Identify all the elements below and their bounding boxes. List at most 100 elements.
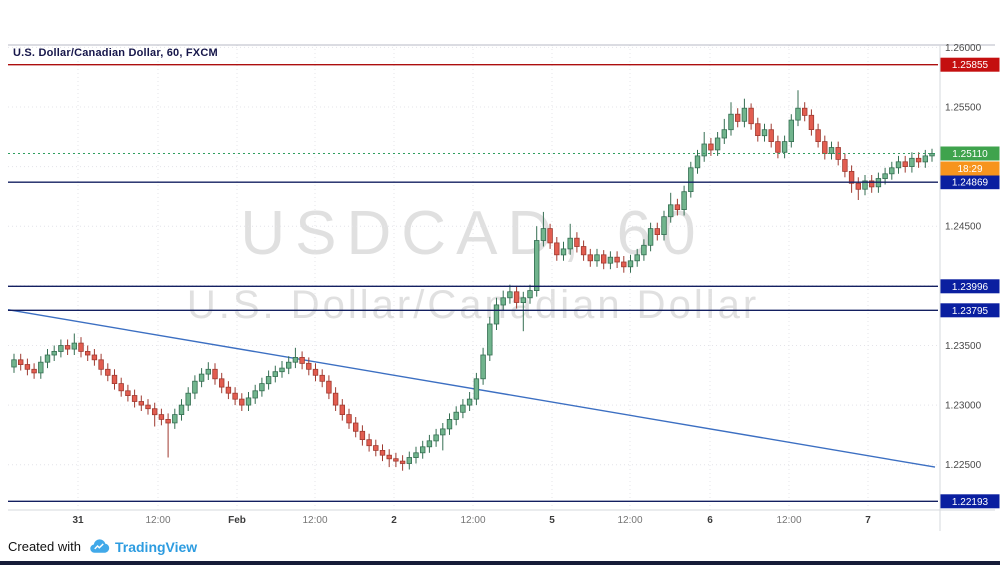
candle-body (105, 368, 111, 376)
candle-body (922, 155, 928, 163)
candle-body (172, 414, 178, 424)
candle-body (580, 246, 587, 256)
candle-body (567, 237, 573, 250)
price-chart[interactable]: 1.26000 1.25500 1.24500 1.23500 1.23000 1.225… (0, 0, 1000, 535)
candle-body (688, 167, 694, 193)
candle-body (386, 454, 392, 460)
price-badge-1.23996 (940, 279, 1000, 294)
candle-body (574, 237, 580, 247)
current-price-badge-text: 1.25110 (952, 149, 988, 160)
candle-body (735, 113, 741, 122)
candle-body (909, 157, 915, 168)
candle-body (352, 422, 359, 432)
candle-body (882, 173, 888, 180)
candle-body (312, 368, 319, 376)
candle-body (78, 342, 84, 352)
candle-body (547, 228, 553, 244)
candle-body (540, 228, 547, 241)
time-tick-label: 31 (72, 515, 84, 526)
time-tick-label: 12:00 (776, 515, 801, 526)
price-tick-label: 1.22500 (945, 460, 982, 471)
candle-body (419, 446, 426, 454)
candle-body (607, 256, 614, 264)
candle-body (466, 398, 473, 406)
price-badge-1.24869-text: 1.24869 (952, 178, 989, 189)
candle-body (192, 380, 198, 394)
candle-body (285, 361, 292, 369)
candle-body (279, 367, 285, 373)
candle-body (647, 228, 654, 246)
candle-body (218, 378, 225, 388)
candle-body (225, 386, 232, 394)
candle-body (145, 404, 151, 410)
candle-body (44, 354, 51, 363)
candle-body (560, 248, 567, 256)
candle-body (252, 390, 258, 399)
candle-body (714, 137, 721, 151)
candle-body (51, 350, 57, 356)
trendline[interactable] (7, 309, 936, 468)
candle-body (379, 449, 386, 456)
candle-body (869, 180, 875, 188)
candle-body (520, 297, 526, 303)
time-tick-label: Feb (228, 515, 246, 526)
candle-body (855, 182, 861, 190)
candle-body (842, 159, 848, 172)
candle-body (446, 418, 453, 430)
candle-body (828, 147, 835, 154)
candle-body (534, 240, 540, 291)
candle-body (24, 364, 31, 370)
candle-body (373, 445, 379, 451)
candle-body (453, 411, 459, 420)
candle-body (587, 254, 593, 262)
candle-body (929, 153, 935, 157)
candle-body (513, 291, 520, 303)
candle-body (795, 107, 801, 121)
candle-body (406, 457, 412, 464)
candle-body (272, 371, 278, 377)
candle-body (641, 244, 647, 256)
candle-body (399, 460, 406, 464)
candle-body (245, 397, 252, 406)
candle-body (299, 356, 305, 364)
candle-body (902, 161, 908, 168)
candle-body (433, 434, 439, 442)
candle-body (185, 392, 191, 406)
candle-body (668, 204, 674, 218)
price-tick-label: 1.26000 (945, 43, 982, 54)
candle-body (71, 342, 77, 350)
candle-body (178, 404, 185, 416)
time-tick-label: 2 (391, 515, 397, 526)
time-tick-label: 12:00 (460, 515, 485, 526)
candle-body (366, 439, 372, 447)
candle-body (138, 401, 144, 406)
candle-body (701, 143, 707, 157)
candle-body (205, 368, 211, 375)
price-tick-label: 1.24500 (945, 222, 982, 233)
candle-body (507, 291, 513, 299)
candle-body (681, 191, 687, 210)
candle-body (487, 323, 493, 356)
candle-body (165, 418, 171, 424)
candle-body (326, 380, 332, 394)
candle-body (319, 374, 325, 382)
price-badge-1.25855-text: 1.25855 (952, 60, 989, 71)
bar-countdown-badge (940, 161, 1000, 176)
candle-body (151, 408, 158, 416)
candle-body (198, 373, 205, 382)
symbol-legend[interactable]: U.S. Dollar/Canadian Dollar, 60, FXCM (13, 47, 218, 59)
candle-body (802, 107, 808, 116)
candle-body (915, 157, 922, 163)
candle-body (480, 354, 486, 380)
candle-body (728, 113, 734, 131)
candle-body (694, 155, 701, 169)
candle-body (125, 390, 131, 396)
tradingview-link[interactable]: TradingView (87, 538, 197, 555)
candle-body (111, 374, 118, 384)
candle-body (85, 350, 91, 356)
candle-body (661, 216, 667, 235)
price-badge-1.22193 (940, 494, 1000, 509)
price-badge-1.23795 (940, 303, 1000, 318)
candle-body (413, 452, 419, 458)
time-tick-label: 5 (549, 515, 555, 526)
